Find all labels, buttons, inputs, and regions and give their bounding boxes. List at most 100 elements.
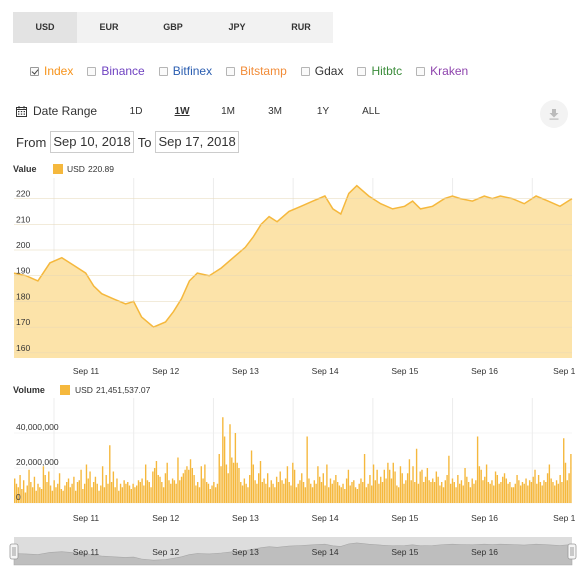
volume-bar (417, 483, 420, 503)
volume-bar (496, 475, 499, 503)
range-1w-button[interactable]: 1W (174, 105, 190, 117)
from-date-input[interactable]: Sep 10, 2018 (50, 131, 134, 153)
volume-bar (105, 475, 107, 503)
volume-bar (171, 478, 174, 503)
exchange-checkbox[interactable] (357, 66, 367, 76)
volume-bar (130, 489, 133, 503)
volume-bar (451, 478, 454, 503)
volume-bar (193, 475, 195, 503)
volume-x-tick: Sep 14 (312, 513, 339, 523)
volume-bar (121, 487, 124, 503)
volume-bar (555, 480, 558, 503)
volume-bar (362, 482, 364, 503)
exchange-checkbox[interactable] (158, 66, 168, 76)
volume-bar (64, 485, 66, 503)
volume-bar (150, 487, 152, 503)
exchange-checkbox[interactable] (300, 66, 310, 76)
volume-bar (247, 487, 249, 503)
volume-bar (423, 482, 425, 503)
volume-bar (528, 480, 531, 503)
exchange-checkbox[interactable] (30, 66, 39, 76)
tab-usd[interactable]: USD (13, 12, 77, 43)
volume-bar (527, 485, 529, 503)
volume-bar (214, 487, 217, 503)
volume-bar (430, 482, 432, 503)
volume-bar (428, 480, 430, 503)
volume-bar (42, 466, 45, 503)
volume-bar (179, 480, 181, 503)
exchange-gdax[interactable]: Gdax (300, 64, 343, 78)
volume-bar (223, 436, 226, 503)
exchange-bitstamp[interactable]: Bitstamp (226, 64, 287, 78)
range-1m-button[interactable]: 1M (221, 105, 235, 117)
range-1y-button[interactable]: 1Y (316, 105, 330, 117)
volume-bar (371, 485, 373, 503)
volume-bar (523, 483, 525, 503)
navigator-handle-left[interactable] (9, 543, 19, 560)
volume-bar (505, 478, 507, 503)
volume-bar (265, 483, 267, 503)
range-navigator[interactable]: Sep 11 Sep 12 Sep 13 Sep 14 Sep 15 Sep 16 (0, 534, 586, 569)
download-button[interactable] (540, 100, 568, 128)
volume-bar (91, 487, 93, 503)
navigator-handle-right[interactable] (567, 543, 577, 560)
value-x-tick: Sep 13 (232, 366, 259, 376)
volume-bar (484, 476, 486, 503)
exchange-bitfinex[interactable]: Bitfinex (158, 64, 212, 78)
volume-bar (236, 462, 238, 503)
volume-x-tick: Sep 12 (152, 513, 179, 523)
volume-bar (421, 469, 423, 503)
exchange-index[interactable]: Index (30, 64, 73, 78)
exchange-kraken[interactable]: Kraken (416, 64, 468, 78)
navigator-x-tick: Sep 11 (73, 547, 100, 557)
volume-bar (177, 457, 179, 503)
exchange-binance[interactable]: Binance (87, 64, 145, 78)
volume-bar (107, 483, 109, 503)
volume-bar (288, 482, 290, 503)
volume-bar (232, 462, 235, 503)
volume-bar (335, 475, 337, 503)
volume-bar (132, 483, 134, 503)
volume-bar (49, 485, 52, 503)
range-all-button[interactable]: ALL (362, 105, 380, 117)
value-y-tick: 210 (16, 214, 30, 224)
to-date-input[interactable]: Sep 17, 2018 (155, 131, 239, 153)
volume-bar (437, 476, 439, 503)
volume-bar (536, 483, 538, 503)
volume-bar (227, 473, 229, 503)
navigator-x-tick: Sep 14 (312, 547, 339, 557)
volume-bar (123, 480, 125, 503)
volume-bar (14, 478, 16, 503)
exchange-checkbox[interactable] (87, 66, 97, 76)
tab-eur[interactable]: EUR (99, 22, 119, 32)
volume-bar (380, 476, 382, 503)
volume-bar (564, 462, 567, 503)
volume-bar (460, 480, 463, 503)
range-3m-button[interactable]: 3M (268, 105, 282, 117)
volume-bar (275, 476, 278, 503)
volume-bar (202, 478, 204, 503)
volume-bar (33, 476, 36, 503)
volume-bar (550, 478, 552, 503)
exchange-label: Index (44, 64, 74, 78)
tab-gbp[interactable]: GBP (163, 22, 183, 32)
value-line (13, 184, 573, 328)
volume-bar (297, 483, 299, 503)
volume-bar (353, 480, 355, 503)
volume-bar (218, 454, 220, 503)
volume-bar (552, 482, 554, 503)
volume-bar (466, 476, 468, 503)
volume-bar (367, 483, 369, 503)
volume-bar (403, 483, 405, 503)
range-1d-button[interactable]: 1D (129, 105, 143, 117)
tab-jpy[interactable]: JPY (228, 22, 246, 32)
exchange-checkbox[interactable] (416, 66, 426, 76)
exchange-checkbox[interactable] (226, 66, 236, 76)
navigator-series (13, 542, 573, 566)
volume-bar (302, 482, 305, 503)
tab-rur[interactable]: RUR (291, 22, 311, 32)
exchange-hitbtc[interactable]: Hitbtc (357, 64, 402, 78)
volume-bar (85, 464, 88, 503)
volume-bar (71, 483, 73, 503)
volume-bar (519, 485, 522, 503)
